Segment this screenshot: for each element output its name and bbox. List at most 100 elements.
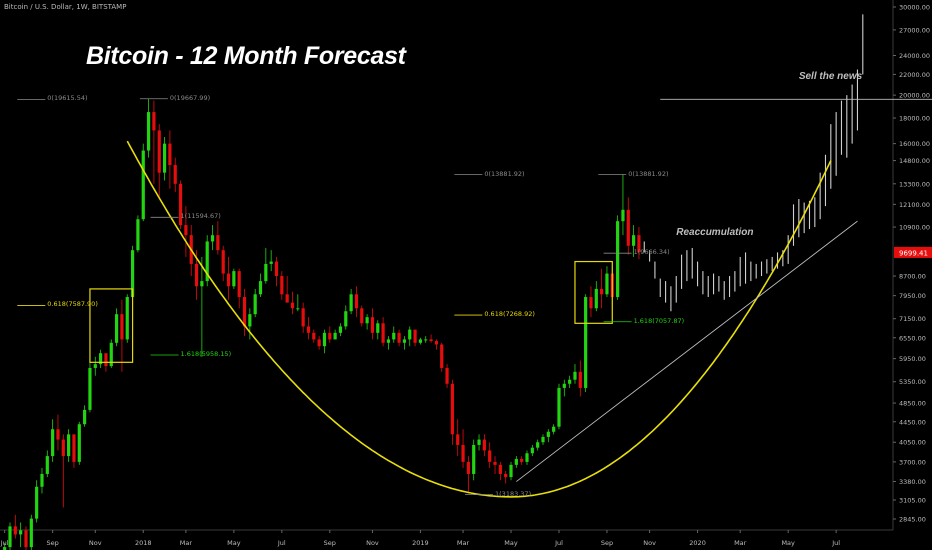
candle xyxy=(541,434,545,445)
support-trendline xyxy=(516,220,858,482)
candle xyxy=(578,360,582,397)
candle xyxy=(72,434,76,468)
candle xyxy=(280,271,284,300)
candle-body xyxy=(301,308,305,327)
candle xyxy=(568,375,572,388)
candle-body xyxy=(536,442,540,448)
candle-body xyxy=(402,339,407,343)
fib-label: 0(13881.92) xyxy=(484,169,525,178)
candle-body xyxy=(29,518,33,548)
candle xyxy=(584,294,588,393)
candle xyxy=(125,294,129,343)
candle-body xyxy=(568,379,572,384)
candle xyxy=(136,215,140,253)
time-tick-label: May xyxy=(504,539,518,547)
candle xyxy=(600,268,604,309)
candle xyxy=(338,323,343,337)
candle-body xyxy=(8,526,12,548)
price-tick-label: 3105.00 xyxy=(899,496,926,504)
time-tick-label: Nov xyxy=(643,539,656,547)
candle-body xyxy=(573,371,577,380)
candle-body xyxy=(290,302,295,309)
price-tick-label: 18000.00 xyxy=(899,115,930,123)
candle-body xyxy=(114,314,119,343)
candle-body xyxy=(349,294,353,312)
candle-body xyxy=(434,341,438,345)
candle xyxy=(312,329,316,343)
candle-body xyxy=(344,311,348,327)
candle-body xyxy=(104,353,108,367)
current-price-tag xyxy=(894,246,932,258)
fib-label: 0(13881.92) xyxy=(628,169,669,178)
candle-body xyxy=(360,308,364,324)
candle xyxy=(488,442,492,468)
candle-body xyxy=(40,473,44,487)
candle xyxy=(114,308,119,347)
candle-body xyxy=(173,165,177,184)
candle-body xyxy=(413,329,417,343)
candle xyxy=(178,180,183,230)
time-tick-label: May xyxy=(781,539,795,547)
candle xyxy=(328,326,332,343)
candle xyxy=(248,308,252,340)
candle-body xyxy=(184,225,188,236)
candle-body xyxy=(141,150,145,220)
candle-body xyxy=(370,317,375,333)
candle-body xyxy=(546,431,550,437)
candle xyxy=(413,329,417,347)
time-axis[interactable]: Jul Sep Nov 2018 Mar May Jul Sep Nov 2019 Mar May Ju… xyxy=(0,530,840,547)
candle-body xyxy=(51,429,55,457)
candle xyxy=(333,329,337,340)
candle-body xyxy=(35,486,39,519)
candle-body xyxy=(594,288,598,309)
candle-body xyxy=(328,332,332,340)
time-tick-label: Mar xyxy=(180,539,193,547)
candle xyxy=(56,414,60,451)
candle xyxy=(450,379,454,445)
time-tick-label: Mar xyxy=(457,539,470,547)
price-tick-label: 3700.00 xyxy=(899,458,926,466)
candle-body xyxy=(482,439,486,451)
candle xyxy=(35,480,39,523)
candle-body xyxy=(498,464,502,474)
candle-body xyxy=(253,294,257,315)
price-tick-label: 5950.00 xyxy=(899,355,926,363)
candle-body xyxy=(120,314,124,340)
candle-body xyxy=(130,250,135,298)
price-tick-label: 12100.00 xyxy=(899,201,930,209)
candle-body xyxy=(24,530,28,548)
fib-label: 0(19615.54) xyxy=(47,94,88,103)
candle-body xyxy=(162,143,167,173)
candle-body xyxy=(445,367,449,384)
price-tick-label: 22000.00 xyxy=(899,71,930,79)
candle xyxy=(360,305,364,327)
candle xyxy=(67,429,71,462)
candle xyxy=(562,379,566,397)
candle xyxy=(285,276,289,303)
candle xyxy=(13,514,17,539)
candle xyxy=(8,522,12,550)
candle-body xyxy=(232,271,236,287)
candle-body xyxy=(509,464,513,478)
price-axis[interactable]: 2845.00 3105.00 3380.00 3700.00 4050.00 4450.… xyxy=(893,4,932,524)
time-tick-label: Jul xyxy=(0,539,9,547)
candle-body xyxy=(216,235,220,251)
candle-body xyxy=(616,221,620,298)
candle xyxy=(104,353,108,372)
candle-body xyxy=(194,263,199,287)
fib-label: 1.618(5958.15) xyxy=(180,350,232,358)
candle xyxy=(386,336,391,350)
candle xyxy=(152,100,156,184)
candle xyxy=(109,339,113,368)
candle-body xyxy=(280,276,284,295)
candle xyxy=(290,291,295,315)
chart-annotation: Sell the news xyxy=(798,71,863,83)
candle-body xyxy=(157,130,161,173)
candle xyxy=(632,225,636,257)
candle xyxy=(301,302,305,333)
candle-body xyxy=(109,342,113,367)
candle-body xyxy=(67,434,71,457)
candle xyxy=(376,320,380,340)
candle xyxy=(296,294,300,312)
candle xyxy=(93,356,97,376)
